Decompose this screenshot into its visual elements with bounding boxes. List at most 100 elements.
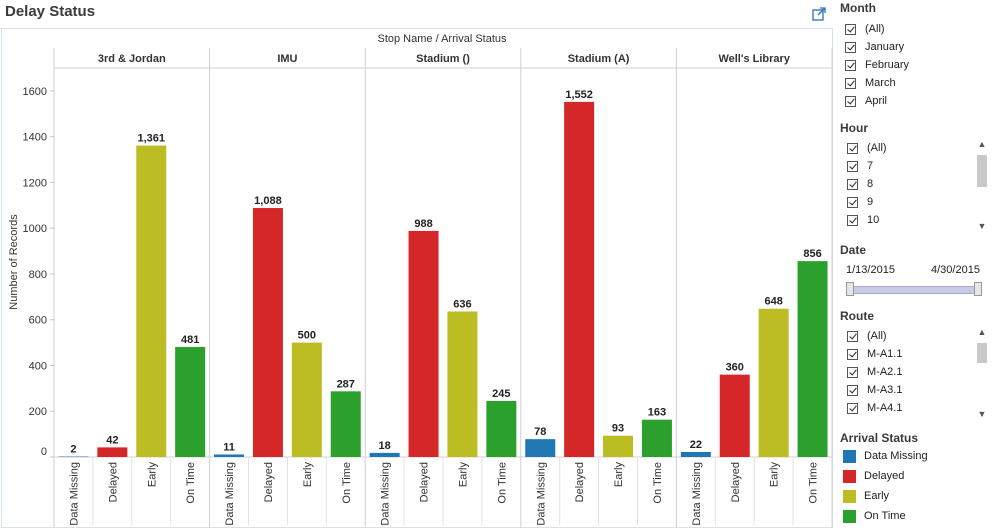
- hour-scrollbar[interactable]: ▲ ▼: [975, 138, 988, 232]
- checkbox-checked-icon[interactable]: [845, 59, 856, 71]
- checkbox-checked-icon[interactable]: [847, 142, 858, 154]
- hour-filter-title: Hour: [840, 121, 868, 135]
- bar: [175, 346, 206, 457]
- legend-item[interactable]: Data Missing: [843, 447, 928, 465]
- legend-item[interactable]: Early: [843, 487, 889, 505]
- route-filter-item[interactable]: M-A2.1: [847, 363, 902, 381]
- x-tick-label: Data Missing: [380, 462, 392, 526]
- scroll-up-icon[interactable]: ▲: [977, 327, 987, 337]
- data-label: 18: [379, 440, 391, 452]
- checkbox-checked-icon[interactable]: [847, 214, 858, 226]
- checkbox-checked-icon[interactable]: [847, 402, 858, 414]
- month-filter-item[interactable]: January: [845, 38, 904, 56]
- data-label: 1,552: [565, 89, 593, 101]
- bar: [486, 400, 517, 457]
- panel-title: Stadium (): [416, 53, 470, 65]
- hour-filter-item[interactable]: (All): [847, 139, 887, 157]
- checkbox-checked-icon[interactable]: [847, 330, 858, 342]
- route-filter-item[interactable]: M-A3.1: [847, 381, 902, 399]
- legend-item[interactable]: On Time: [843, 507, 906, 525]
- legend-title: Arrival Status: [840, 431, 919, 445]
- month-filter-item[interactable]: March: [845, 74, 896, 92]
- route-filter-item[interactable]: M-A1.1: [847, 345, 902, 363]
- data-label: 93: [612, 423, 624, 435]
- legend-swatch: [843, 489, 856, 503]
- data-label: 245: [492, 388, 510, 400]
- data-label: 1,088: [254, 195, 282, 207]
- checkbox-checked-icon[interactable]: [845, 77, 856, 89]
- panel-title: 3rd & Jordan: [98, 53, 166, 65]
- data-label: 636: [453, 298, 471, 310]
- chart-header: Stop Name / Arrival Status: [378, 33, 507, 45]
- share-icon[interactable]: [812, 7, 826, 21]
- data-label: 22: [690, 439, 702, 451]
- bar: [136, 145, 167, 458]
- route-filter-listbox: (All) M-A1.1 M-A2.1 M-A3.1 M-A4.1 ▲ ▼: [838, 326, 988, 420]
- month-filter-title: Month: [840, 1, 876, 15]
- dashboard-title: Delay Status: [5, 3, 96, 20]
- bar: [603, 435, 634, 457]
- scroll-up-icon[interactable]: ▲: [977, 139, 987, 149]
- y-tick-label: 0: [41, 446, 47, 458]
- x-tick-label: On Time: [496, 462, 508, 504]
- checkbox-checked-icon[interactable]: [845, 41, 856, 53]
- hour-filter-item[interactable]: 9: [847, 193, 873, 211]
- x-tick-label: Delayed: [730, 462, 742, 502]
- checkbox-checked-icon[interactable]: [847, 348, 858, 360]
- date-start: 1/13/2015: [846, 264, 895, 276]
- scroll-thumb[interactable]: [977, 343, 987, 363]
- legend-label: Data Missing: [864, 450, 928, 462]
- checkbox-checked-icon[interactable]: [847, 196, 858, 208]
- checkbox-checked-icon[interactable]: [847, 160, 858, 172]
- hour-filter-item[interactable]: 10: [847, 211, 879, 229]
- scroll-down-icon[interactable]: ▼: [977, 221, 987, 231]
- month-filter-item[interactable]: April: [845, 92, 887, 110]
- bar: [525, 439, 556, 457]
- x-tick-label: On Time: [341, 462, 353, 504]
- date-range-track[interactable]: [849, 286, 979, 294]
- x-tick-label: Early: [769, 462, 781, 488]
- route-filter-label: M-A3.1: [867, 384, 903, 396]
- route-scrollbar[interactable]: ▲ ▼: [975, 326, 988, 420]
- route-filter-label: M-A1.1: [867, 348, 903, 360]
- data-label: 481: [181, 334, 199, 346]
- checkbox-checked-icon[interactable]: [845, 23, 856, 35]
- data-label: 287: [337, 378, 355, 390]
- x-tick-label: On Time: [808, 462, 820, 504]
- legend-item[interactable]: Delayed: [843, 467, 904, 485]
- checkbox-checked-icon[interactable]: [847, 384, 858, 396]
- x-tick-label: Delayed: [574, 462, 586, 502]
- data-label: 1,361: [137, 133, 165, 145]
- bar: [758, 308, 789, 457]
- scroll-down-icon[interactable]: ▼: [977, 409, 987, 419]
- x-tick-label: Early: [146, 462, 158, 488]
- bar: [252, 208, 283, 457]
- scroll-thumb[interactable]: [977, 155, 987, 187]
- legend-label: Early: [864, 490, 890, 502]
- bar: [408, 230, 439, 457]
- data-label: 42: [106, 434, 118, 446]
- checkbox-checked-icon[interactable]: [845, 95, 856, 107]
- hour-filter-label: 10: [867, 214, 880, 226]
- bar: [58, 456, 89, 458]
- hour-filter-label: 8: [867, 178, 874, 190]
- route-filter-item[interactable]: (All): [847, 327, 887, 345]
- date-start-handle[interactable]: [846, 282, 854, 296]
- hour-filter-listbox: (All) 7 8 9 10 ▲ ▼: [838, 138, 988, 232]
- x-tick-label: Data Missing: [68, 462, 80, 526]
- date-end: 4/30/2015: [931, 264, 980, 276]
- checkbox-checked-icon[interactable]: [847, 178, 858, 190]
- date-filter-title: Date: [840, 243, 867, 257]
- bar: [369, 452, 400, 457]
- y-tick-label: 600: [29, 315, 47, 327]
- month-filter-item[interactable]: February: [845, 56, 909, 74]
- hour-filter-label: 7: [867, 160, 874, 172]
- month-filter-item[interactable]: (All): [845, 20, 885, 38]
- route-filter-item[interactable]: M-A4.1: [847, 399, 902, 417]
- route-filter-label: M-A4.1: [867, 402, 903, 414]
- date-end-handle[interactable]: [974, 282, 982, 296]
- hour-filter-item[interactable]: 8: [847, 175, 873, 193]
- legend-swatch: [843, 449, 856, 463]
- hour-filter-item[interactable]: 7: [847, 157, 873, 175]
- checkbox-checked-icon[interactable]: [847, 366, 858, 378]
